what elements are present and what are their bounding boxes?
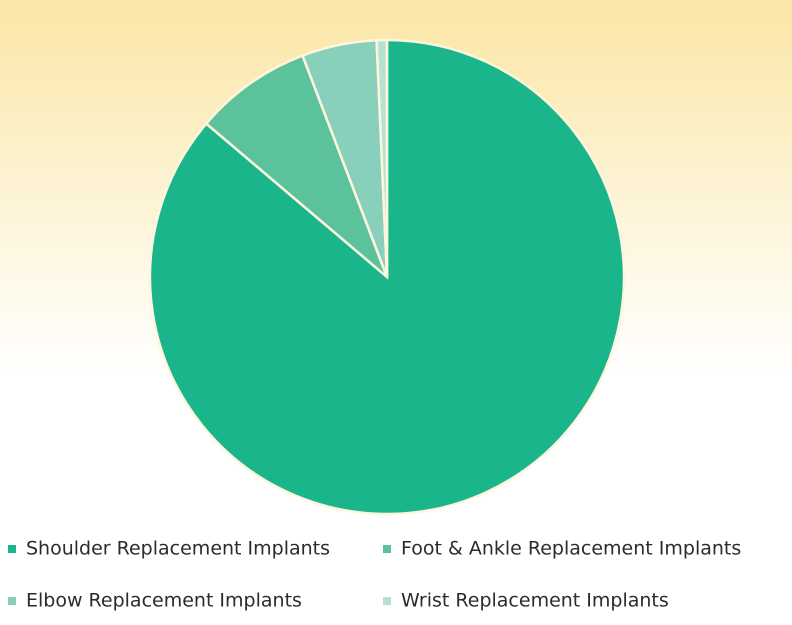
pie-slice	[148, 38, 626, 516]
legend-label: Elbow Replacement Implants	[26, 590, 302, 612]
legend-label: Shoulder Replacement Implants	[26, 538, 330, 560]
legend-marker	[8, 545, 16, 553]
pie-slice	[375, 38, 389, 278]
legend-label: Wrist Replacement Implants	[401, 590, 669, 612]
legend-marker	[8, 597, 16, 605]
legend-label: Foot & Ankle Replacement Implants	[401, 538, 741, 560]
legend-marker	[383, 597, 391, 605]
legend-marker	[383, 545, 391, 553]
pie-slice	[204, 53, 389, 278]
